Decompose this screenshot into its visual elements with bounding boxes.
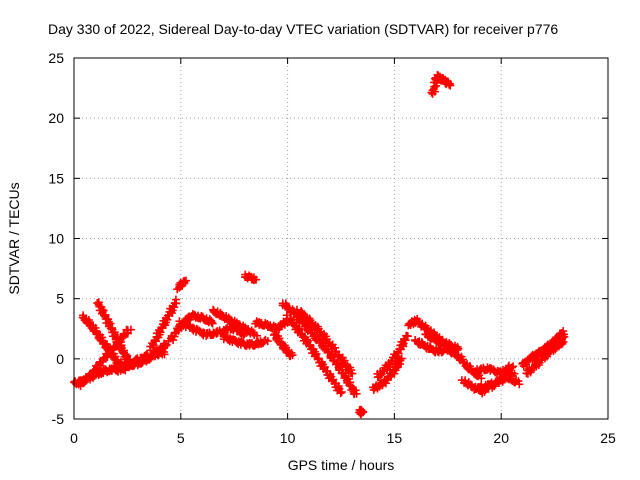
data-point — [313, 354, 322, 363]
series-s27 — [476, 372, 524, 398]
data-points — [70, 70, 569, 419]
series-s17 — [292, 305, 357, 378]
x-axis-label: GPS time / hours — [288, 457, 395, 473]
series-s13 — [251, 315, 292, 334]
x-tick-label: 15 — [387, 430, 403, 446]
data-point — [182, 276, 191, 285]
data-point — [507, 363, 516, 372]
x-tick-label: 5 — [177, 430, 185, 446]
data-point — [337, 388, 346, 397]
data-point — [170, 299, 179, 308]
data-point — [559, 337, 568, 346]
series-s7 — [173, 276, 191, 294]
series-s23 — [421, 330, 463, 354]
series-s14 — [269, 330, 297, 361]
data-point — [78, 377, 87, 386]
data-point — [106, 324, 115, 333]
series-s22 — [411, 336, 486, 383]
chart-title: Day 330 of 2022, Sidereal Day-to-day VTE… — [48, 21, 558, 37]
series-s16 — [282, 311, 346, 398]
series-s24 — [427, 70, 455, 98]
y-tick-label: 0 — [56, 351, 64, 367]
data-point — [477, 374, 486, 383]
series-s12 — [241, 270, 261, 285]
y-tick-label: 25 — [48, 50, 64, 66]
series-s20 — [373, 331, 412, 382]
series-s18 — [355, 405, 368, 419]
x-tick-label: 20 — [493, 430, 509, 446]
data-point — [453, 345, 462, 354]
y-tick-labels: -5 0 5 10 15 20 25 — [48, 50, 64, 427]
y-tick-label: 10 — [48, 231, 64, 247]
data-point — [352, 389, 361, 398]
grid — [74, 58, 608, 419]
series-s15 — [278, 299, 361, 399]
y-tick-label: 20 — [48, 110, 64, 126]
data-point — [336, 389, 345, 398]
data-point — [509, 362, 518, 371]
data-point — [357, 407, 366, 416]
data-point — [454, 344, 463, 353]
y-tick-label: -5 — [52, 411, 65, 427]
y-tick-label: 15 — [48, 170, 64, 186]
x-tick-label: 0 — [70, 430, 78, 446]
x-tick-labels: 0 5 10 15 20 25 — [70, 430, 616, 446]
y-tick-label: 5 — [56, 291, 64, 307]
data-point — [207, 318, 216, 327]
data-point — [252, 275, 261, 284]
series-s5 — [112, 347, 169, 376]
data-point — [446, 81, 455, 90]
data-point — [346, 369, 355, 378]
data-point — [330, 379, 339, 388]
x-tick-label: 10 — [280, 430, 296, 446]
series-s6 — [146, 295, 181, 355]
data-point — [263, 337, 272, 346]
data-point — [321, 367, 330, 376]
x-tick-label: 25 — [600, 430, 616, 446]
data-point — [515, 380, 524, 389]
data-point — [288, 351, 297, 360]
data-point — [239, 331, 248, 340]
data-point — [510, 369, 519, 378]
data-point — [180, 277, 189, 286]
data-point — [171, 295, 180, 304]
series-s4 — [74, 325, 135, 391]
data-point — [252, 331, 261, 340]
data-point — [162, 340, 171, 349]
series-s30 — [528, 336, 568, 362]
y-axis-label: SDTVAR / TECUs — [6, 182, 22, 294]
plot-frame — [73, 57, 609, 420]
data-point — [163, 311, 172, 320]
data-point — [248, 328, 257, 337]
data-point — [402, 331, 411, 340]
series-s10 — [209, 305, 261, 340]
data-point — [126, 325, 135, 334]
data-point — [395, 356, 404, 365]
data-point — [159, 348, 168, 357]
data-point — [387, 357, 396, 366]
data-point — [558, 330, 567, 339]
data-point — [557, 336, 566, 345]
series-s11 — [219, 332, 272, 350]
